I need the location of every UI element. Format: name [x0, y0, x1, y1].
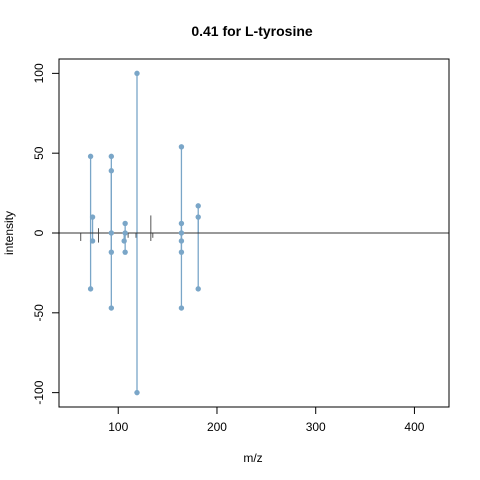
matched-peak-marker — [108, 230, 115, 236]
y-tick-label: 50 — [32, 146, 46, 160]
matched-peak-marker — [89, 238, 96, 244]
matched-peak-marker — [89, 214, 96, 220]
matched-peak-marker — [87, 153, 94, 160]
x-tick-label: 100 — [108, 420, 128, 434]
matched-peak-marker — [134, 70, 140, 77]
matched-peak-marker — [122, 220, 128, 227]
matched-peak-marker — [122, 249, 128, 255]
matched-peak-marker — [178, 249, 185, 255]
y-tick-label: 100 — [32, 63, 46, 83]
matched-peak-marker — [121, 238, 127, 244]
y-tick-label: -100 — [32, 380, 46, 404]
matched-peak-marker — [108, 305, 115, 311]
y-tick-label: -50 — [32, 304, 46, 322]
matched-peak-marker — [122, 230, 128, 236]
y-tick-label: 0 — [32, 229, 46, 236]
matched-peak-marker — [178, 238, 185, 244]
x-axis-label: m/z — [243, 451, 262, 465]
x-tick-label: 400 — [404, 420, 424, 434]
matched-peak-marker — [178, 144, 185, 150]
y-axis-label: intensity — [2, 211, 16, 255]
chart-title: 0.41 for L-tyrosine — [191, 23, 313, 39]
matched-peak-marker — [134, 389, 140, 396]
y-axis: -100 -50 0 50 100 — [32, 63, 60, 405]
matched-peak-marker — [178, 230, 185, 236]
matched-peak-marker — [195, 286, 201, 292]
matched-peak-marker — [108, 168, 115, 174]
x-tick-label: 300 — [306, 420, 326, 434]
x-axis: 100 200 300 400 — [108, 406, 425, 434]
x-tick-label: 200 — [207, 420, 227, 434]
matched-peak-marker — [108, 249, 115, 255]
matched-peak-marker — [108, 153, 115, 160]
matched-peak-marker — [178, 220, 185, 227]
marker-layer — [87, 70, 201, 396]
matched-peak-marker — [195, 214, 201, 220]
matched-peak-marker — [178, 305, 185, 311]
matched-peak-marker — [87, 286, 94, 292]
matched-peak-marker — [195, 203, 201, 209]
